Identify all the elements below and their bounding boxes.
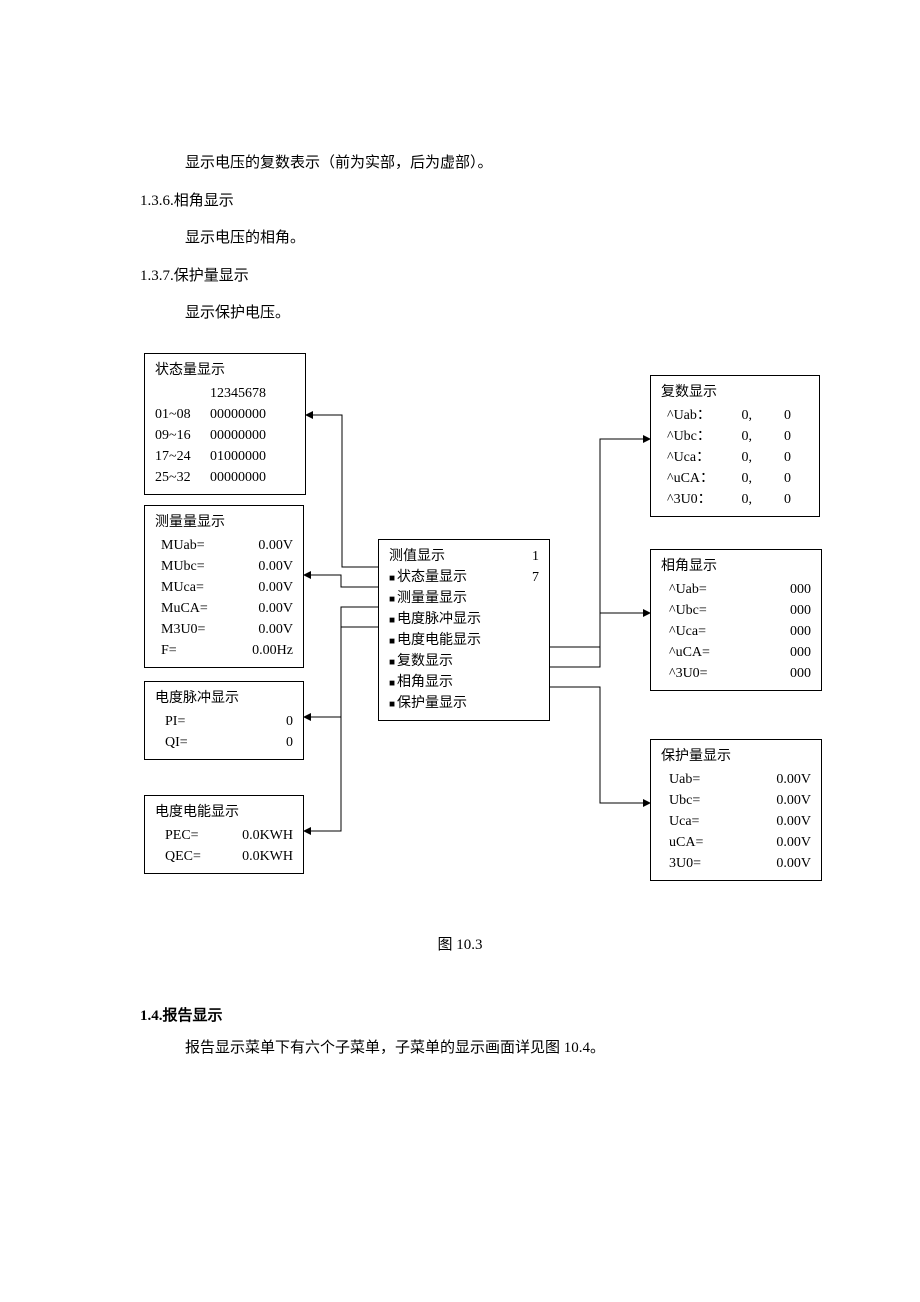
- state-row: 25~3200000000: [155, 467, 295, 488]
- intro-text: 显示电压的复数表示（前为实部，后为虚部）。 1.3.6.相角显示 显示电压的相角…: [0, 145, 920, 333]
- data-row: 3U0=0.00V: [661, 853, 811, 874]
- pulse-title: 电度脉冲显示: [155, 688, 293, 709]
- section-14-title: 1.4.报告显示: [0, 1004, 920, 1025]
- data-row: Ubc=0.00V: [661, 790, 811, 811]
- menu-item: 测量量显示: [389, 588, 539, 609]
- data-row: QEC=0.0KWH: [155, 846, 293, 867]
- data-row: ^Uab=000: [661, 579, 811, 600]
- complex-row: ^3U0：0,0: [661, 489, 809, 510]
- state-row: 09~1600000000: [155, 425, 295, 446]
- data-row: ^Ubc=000: [661, 600, 811, 621]
- menu-item: 电度脉冲显示: [389, 609, 539, 630]
- complex-title: 复数显示: [661, 382, 809, 403]
- diagram: 状态量显示 12345678 01~080000000009~160000000…: [0, 353, 920, 913]
- section-136: 1.3.6.相角显示: [140, 183, 800, 221]
- data-row: Uab=0.00V: [661, 769, 811, 790]
- data-row: ^3U0=000: [661, 663, 811, 684]
- measure-title: 测量量显示: [155, 512, 293, 533]
- data-row: ^uCA=000: [661, 642, 811, 663]
- data-row: PI=0: [155, 711, 293, 732]
- data-row: ^Uca=000: [661, 621, 811, 642]
- menu-box: 测值显示 1 状态量显示7测量量显示电度脉冲显示电度电能显示复数显示相角显示保护…: [378, 539, 550, 721]
- intro-line2: 显示电压的相角。: [140, 220, 800, 258]
- section-14-body: 报告显示菜单下有六个子菜单，子菜单的显示画面详见图 10.4。: [0, 1033, 920, 1063]
- complex-row: ^uCA：0,0: [661, 468, 809, 489]
- menu-title: 测值显示: [389, 546, 445, 567]
- phase-title: 相角显示: [661, 556, 811, 577]
- state-row: 01~0800000000: [155, 404, 295, 425]
- menu-item: 相角显示: [389, 672, 539, 693]
- measure-box: 测量量显示 MUab=0.00VMUbc=0.00VMUca=0.00VMuCA…: [144, 505, 304, 668]
- phase-box: 相角显示 ^Uab=000^Ubc=000^Uca=000^uCA=000^3U…: [650, 549, 822, 691]
- complex-row: ^Ubc：0,0: [661, 426, 809, 447]
- figure-caption: 图 10.3: [0, 933, 920, 954]
- state-box: 状态量显示 12345678 01~080000000009~160000000…: [144, 353, 306, 495]
- data-row: MUab=0.00V: [155, 535, 293, 556]
- menu-item: 保护量显示: [389, 693, 539, 714]
- data-row: MUbc=0.00V: [155, 556, 293, 577]
- protect-title: 保护量显示: [661, 746, 811, 767]
- intro-line1: 显示电压的复数表示（前为实部，后为虚部）。: [140, 145, 800, 183]
- data-row: MUca=0.00V: [155, 577, 293, 598]
- complex-row: ^Uab：0,0: [661, 405, 809, 426]
- data-row: M3U0=0.00V: [155, 619, 293, 640]
- menu-item: 状态量显示7: [389, 567, 539, 588]
- energy-box: 电度电能显示 PEC=0.0KWHQEC=0.0KWH: [144, 795, 304, 874]
- energy-title: 电度电能显示: [155, 802, 293, 823]
- data-row: QI=0: [155, 732, 293, 753]
- data-row: MuCA=0.00V: [155, 598, 293, 619]
- protect-box: 保护量显示 Uab=0.00VUbc=0.00VUca=0.00VuCA=0.0…: [650, 739, 822, 881]
- data-row: PEC=0.0KWH: [155, 825, 293, 846]
- data-row: uCA=0.00V: [661, 832, 811, 853]
- state-title: 状态量显示: [155, 360, 295, 381]
- intro-line3: 显示保护电压。: [140, 295, 800, 333]
- menu-item: 电度电能显示: [389, 630, 539, 651]
- menu-num1: 1: [532, 546, 539, 567]
- data-row: F=0.00Hz: [155, 640, 293, 661]
- complex-row: ^Uca：0,0: [661, 447, 809, 468]
- section-137: 1.3.7.保护量显示: [140, 258, 800, 296]
- complex-box: 复数显示 ^Uab：0,0^Ubc：0,0^Uca：0,0^uCA：0,0^3U…: [650, 375, 820, 517]
- menu-item: 复数显示: [389, 651, 539, 672]
- data-row: Uca=0.00V: [661, 811, 811, 832]
- state-header: 12345678: [210, 383, 295, 404]
- pulse-box: 电度脉冲显示 PI=0QI=0: [144, 681, 304, 760]
- state-row: 17~2401000000: [155, 446, 295, 467]
